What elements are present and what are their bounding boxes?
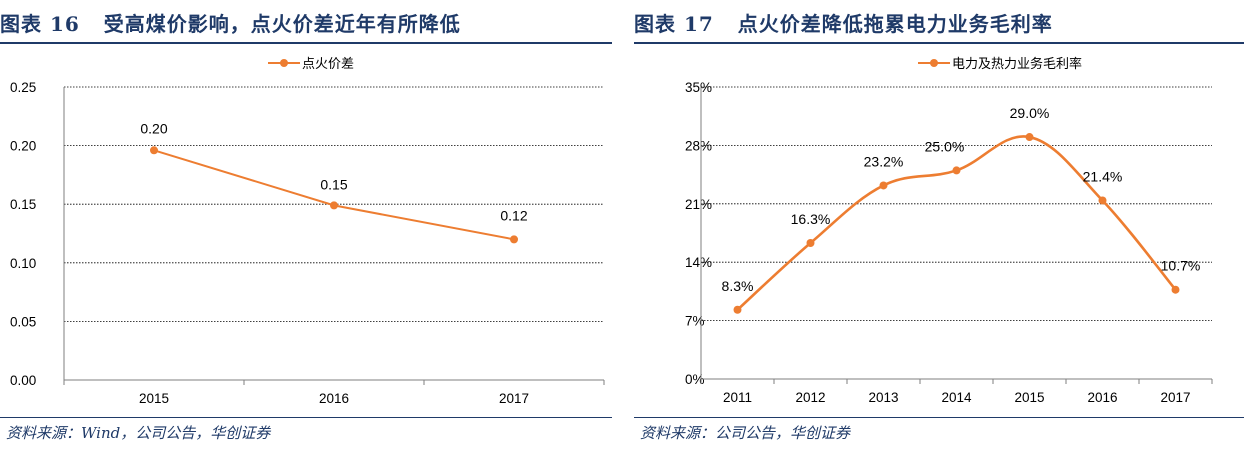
data-label: 10.7% bbox=[1161, 258, 1201, 274]
y-tick-label: 35% bbox=[685, 80, 712, 95]
y-tick-label: 0.20 bbox=[10, 139, 36, 154]
legend-label: 点火价差 bbox=[302, 57, 354, 72]
y-tick-label: 28% bbox=[685, 138, 712, 153]
legend: 点火价差 bbox=[268, 57, 354, 72]
source-rule bbox=[634, 417, 1244, 418]
x-tick-label: 2015 bbox=[1014, 390, 1044, 405]
x-tick-label: 2013 bbox=[868, 390, 898, 405]
y-tick-label: 0.00 bbox=[10, 373, 36, 388]
figure-caption: 受高煤价影响，点火价差近年有所降低 bbox=[103, 12, 461, 36]
data-point bbox=[806, 239, 815, 248]
x-tick-label: 2011 bbox=[723, 390, 752, 405]
data-label: 8.3% bbox=[722, 278, 754, 294]
legend-marker bbox=[280, 59, 288, 67]
title-rule bbox=[0, 42, 612, 44]
x-tick-label: 2016 bbox=[1087, 390, 1117, 405]
data-point bbox=[733, 305, 742, 314]
chart-panel-right: 图表 17 点火价差降低拖累电力业务毛利率 0% 7% 14% 21% 28% 35% 201… bbox=[634, 0, 1244, 450]
data-label: 21.4% bbox=[1083, 168, 1123, 184]
data-label: 0.20 bbox=[140, 120, 167, 136]
data-label: 0.12 bbox=[500, 207, 527, 223]
figure-number: 图表 16 bbox=[0, 12, 80, 36]
legend: 电力及热力业务毛利率 bbox=[918, 56, 1082, 72]
data-point bbox=[150, 146, 158, 155]
x-tick-label: 2012 bbox=[795, 390, 825, 405]
figure-title: 图表 16 受高煤价影响，点火价差近年有所降低 bbox=[0, 8, 612, 38]
chart-area: 0% 7% 14% 21% 28% 35% 2011 2012 2013 2014 2015 2016… bbox=[634, 44, 1244, 418]
chart-panel-left: 图表 16 受高煤价影响，点火价差近年有所降低 0.00 0.05 0.10 0.15 0… bbox=[0, 0, 612, 450]
source-note: 资料来源：公司公告，华创证券 bbox=[640, 424, 851, 442]
y-tick-label: 21% bbox=[685, 197, 712, 212]
x-tick-label: 2017 bbox=[1160, 390, 1190, 405]
data-label: 29.0% bbox=[1010, 105, 1050, 121]
x-tick-label: 2015 bbox=[139, 391, 169, 406]
data-point bbox=[510, 235, 518, 244]
figure-number: 图表 17 bbox=[634, 12, 714, 36]
y-tick-label: 0% bbox=[685, 372, 705, 387]
series-line bbox=[153, 149, 515, 241]
legend-marker bbox=[930, 59, 938, 67]
data-point bbox=[1098, 196, 1107, 205]
data-label: 16.3% bbox=[791, 211, 831, 227]
y-tick-label: 0.05 bbox=[10, 314, 36, 329]
data-label: 0.15 bbox=[320, 176, 347, 192]
data-point bbox=[1025, 133, 1034, 142]
data-label: 25.0% bbox=[925, 138, 965, 154]
title-rule bbox=[634, 42, 1244, 44]
data-point bbox=[1171, 285, 1180, 294]
x-tick-label: 2017 bbox=[499, 391, 529, 406]
data-label: 23.2% bbox=[864, 153, 904, 169]
y-tick-label: 0.15 bbox=[10, 197, 36, 212]
source-note: 资料来源：Wind，公司公告，华创证券 bbox=[6, 424, 271, 442]
figure-title: 图表 17 点火价差降低拖累电力业务毛利率 bbox=[634, 8, 1244, 38]
line-chart: 0.00 0.05 0.10 0.15 0.20 0.25 2015 2016 2017 0.20… bbox=[10, 57, 605, 406]
data-point bbox=[330, 201, 338, 210]
chart-area: 0.00 0.05 0.10 0.15 0.20 0.25 2015 2016 2017 0.20… bbox=[0, 44, 612, 418]
y-tick-label: 7% bbox=[685, 314, 705, 329]
legend-label: 电力及热力业务毛利率 bbox=[952, 56, 1082, 72]
data-point bbox=[879, 181, 888, 190]
x-tick-label: 2014 bbox=[941, 390, 972, 405]
y-tick-label: 0.25 bbox=[10, 80, 36, 95]
y-tick-label: 0.10 bbox=[10, 256, 36, 271]
x-tick-label: 2016 bbox=[319, 391, 349, 406]
figure-caption: 点火价差降低拖累电力业务毛利率 bbox=[737, 12, 1053, 36]
source-rule bbox=[0, 417, 612, 418]
y-tick-label: 14% bbox=[685, 255, 712, 270]
line-chart: 0% 7% 14% 21% 28% 35% 2011 2012 2013 2014 2015 2016… bbox=[685, 56, 1213, 405]
data-point bbox=[952, 166, 961, 175]
